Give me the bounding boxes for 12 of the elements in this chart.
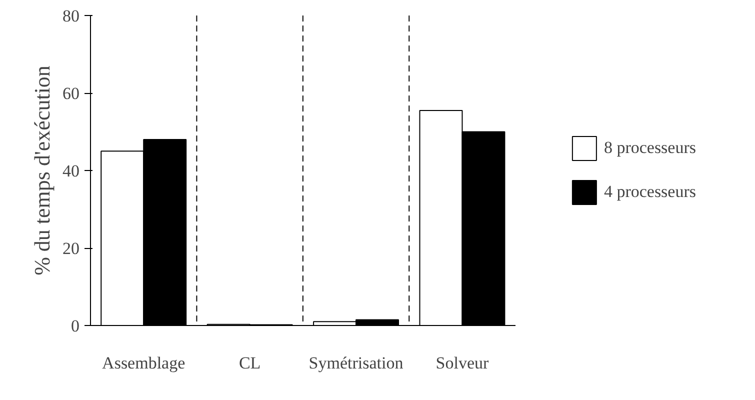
legend-label: 8 processeurs [604, 138, 696, 158]
y-tick-label: 0 [71, 316, 80, 336]
x-tick-label: Symétrisation [308, 354, 404, 372]
y-axis-title: % du temps d'exécution [30, 66, 54, 276]
y-tick-label: 60 [62, 84, 80, 103]
y-tick-label: 20 [62, 239, 80, 258]
y-tick-label: 40 [62, 162, 80, 180]
legend-label: 4 processeurs [604, 182, 696, 202]
y-tick-label: 80 [62, 6, 80, 26]
x-tick-label: CL [238, 354, 261, 372]
x-tick-label: Assemblage [102, 354, 186, 372]
x-tick-label: Solveur [436, 354, 490, 372]
